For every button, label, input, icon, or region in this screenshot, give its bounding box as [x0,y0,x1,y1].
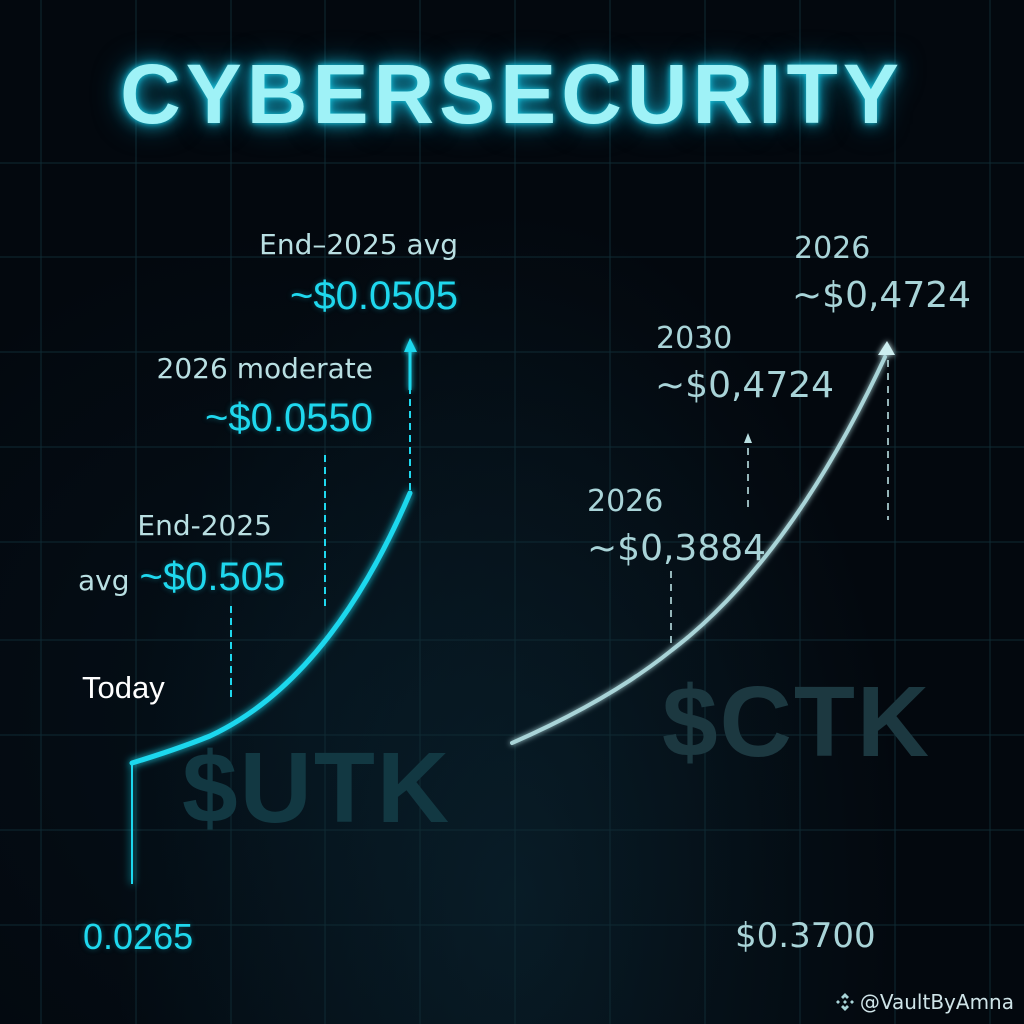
utk-base-value: 0.0265 [83,916,194,957]
utk-annotation-end2025b-label: End-2025 [137,509,272,542]
ctk-dashed-markers [670,360,889,648]
arrow-up-icon [744,433,752,443]
binance-logo-icon [835,993,854,1011]
utk-annotation-end2025b-row: avg ~$0.505 [78,557,285,597]
utk-annotation-end2025b-prefix: avg [78,564,130,597]
utk-arrow [404,338,417,390]
ctk-annotation-2026-top-value: ~$0,4724 [792,275,972,316]
ctk-base-value: $0.3700 [735,916,876,956]
utk-annotation-2026-label: 2026 moderate [156,352,373,385]
utk-annotation-end2025-label: End–2025 avg [259,228,458,261]
today-label: Today [82,670,165,705]
ctk-annotation-2030-year: 2030 [656,321,733,356]
page-title: CYBERSECURITY [120,47,904,141]
utk-annotation-end2025b-value: ~$0.505 [139,555,286,599]
utk-dashed-markers [230,390,411,700]
ctk-annotation-2026-low-value: ~$0,3884 [587,528,767,569]
ctk-annotation-2026-low-year: 2026 [587,484,664,519]
arrow-up-icon [404,338,417,352]
utk-annotation-end2025-value: ~$0.0505 [290,274,458,318]
arrow-up-icon [878,341,895,355]
author-credit-text: @VaultByAmna [859,990,1014,1014]
ctk-annotation-2030-value: ~$0,4724 [655,365,835,406]
author-credit: @VaultByAmna [834,990,1014,1014]
ctk-annotation-2026-top-year: 2026 [794,231,871,266]
utk-series-line [129,490,413,884]
utk-annotation-2026-value: ~$0.0550 [205,396,373,440]
utk-token-watermark: $UTK [182,732,452,844]
ctk-series-line [510,341,895,745]
ctk-token-watermark: $CTK [662,666,932,778]
